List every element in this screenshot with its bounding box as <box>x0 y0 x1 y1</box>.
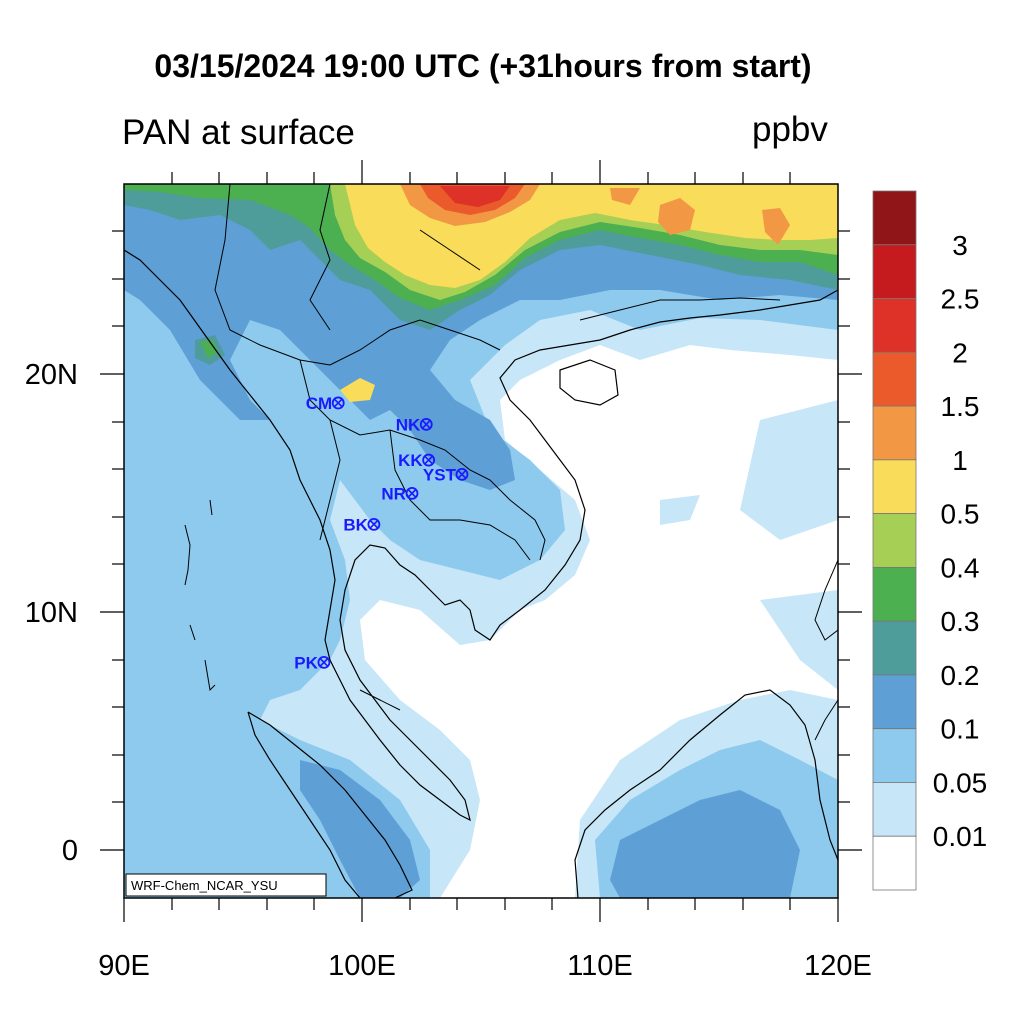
station-label: CM <box>306 394 332 413</box>
colorbar-label: 0.1 <box>941 714 980 745</box>
station-marker-icon <box>405 486 419 500</box>
station-marker-icon <box>455 467 469 481</box>
variable-subtitle: PAN at surface <box>122 113 355 152</box>
station-marker-icon <box>419 417 433 431</box>
station-label: NR <box>381 484 406 503</box>
station-marker-icon <box>317 655 331 669</box>
contour-1-east <box>610 188 790 245</box>
colorbar-label: 0.05 <box>933 767 988 798</box>
coastline-sumatra <box>247 711 413 898</box>
contour-0.1-sumatra <box>300 760 420 898</box>
x-tick-label: 100E <box>328 950 396 982</box>
credit-box: WRF-Chem_NCAR_YSU <box>125 873 327 897</box>
station-yst: YST <box>423 465 469 484</box>
contour-0.1-borneo <box>610 790 800 898</box>
station-label: PK <box>294 653 318 672</box>
x-tick-label: 110E <box>567 950 633 982</box>
contour-0.5-blob <box>340 378 375 402</box>
colorbar-swatch <box>872 620 917 676</box>
station-cross-icon <box>421 419 431 429</box>
y-tick-label: 20N <box>25 359 78 391</box>
station-label: YST <box>423 465 457 484</box>
station-cross-icon <box>457 469 467 479</box>
pan-field <box>124 184 838 898</box>
colorbar-swatch <box>872 244 917 299</box>
station-marker-icon <box>331 396 345 410</box>
coastline-mainland <box>124 249 838 822</box>
station-cross-icon <box>333 398 343 408</box>
coastline-hainan <box>559 359 619 406</box>
colorbar-label: 2 <box>952 337 968 368</box>
colorbar-label: 1.5 <box>941 391 980 422</box>
colorbar-label: 0.2 <box>941 660 980 691</box>
main-title: 03/15/2024 19:00 UTC (+31hours from star… <box>154 48 812 84</box>
colorbar-label: 2.5 <box>941 284 980 315</box>
y-tick-labels: 20N 10N 0 <box>25 359 78 867</box>
colorbar-swatch <box>872 566 917 622</box>
colorbar-swatch <box>872 674 917 730</box>
x-tick-labels: 90E 100E 110E 120E <box>98 950 872 982</box>
x-tick-label: 120E <box>804 950 872 982</box>
station-marker-icon <box>367 517 381 531</box>
credit-box-frame <box>125 873 327 897</box>
colorbar-label: 3 <box>952 230 968 261</box>
units-label: ppbv <box>752 110 828 149</box>
station-label: KK <box>398 451 423 470</box>
station-cm: CM <box>306 394 345 413</box>
border-peninsula <box>359 229 481 711</box>
station-cross-icon <box>407 488 417 498</box>
colorbar-label: 0.01 <box>933 821 988 852</box>
contour-0.01-sea-patches <box>660 400 838 690</box>
x-tick-label: 90E <box>98 950 150 982</box>
contour-2 <box>440 186 510 207</box>
colorbar-label: 1 <box>952 445 968 476</box>
station-cross-icon <box>369 519 379 529</box>
credit-text: WRF-Chem_NCAR_YSU <box>131 878 278 893</box>
colorbar-swatch <box>872 513 917 568</box>
station-nk: NK <box>396 415 433 434</box>
contour-0.3-blob <box>200 340 218 358</box>
colorbar-swatch <box>872 728 917 783</box>
axis-ticks <box>100 160 862 922</box>
national-borders <box>214 184 781 561</box>
colorbar-swatch <box>872 351 917 407</box>
station-label: BK <box>343 515 368 534</box>
colorbar-label: 0.4 <box>941 552 980 583</box>
station-cross-icon <box>319 657 329 667</box>
colorbar-label: 0.3 <box>941 606 980 637</box>
station-cross-icon <box>424 455 434 465</box>
islands-philippines <box>814 559 838 741</box>
colorbar-swatch <box>872 190 917 246</box>
colorbar-label: 0.5 <box>941 499 980 530</box>
station-label: NK <box>396 415 421 434</box>
colorbar-swatch <box>872 405 917 461</box>
station-nr: NR <box>381 484 419 503</box>
colorbar-swatch <box>872 782 917 837</box>
station-bk: BK <box>343 515 381 534</box>
plot-frame <box>123 183 839 899</box>
contour-0.1 <box>124 184 838 490</box>
colorbar-swatch <box>872 835 917 891</box>
contour-0.05 <box>124 184 838 898</box>
y-tick-label: 10N <box>25 597 78 629</box>
station-kk: KK <box>398 451 436 470</box>
coastline-borneo <box>574 689 838 898</box>
islands-andaman <box>184 499 216 692</box>
coastlines-borders <box>124 184 838 898</box>
y-tick-label: 0 <box>62 835 78 867</box>
colorbar-swatch <box>872 459 917 515</box>
station-pk: PK <box>294 653 331 672</box>
station-marker-icon <box>422 453 436 467</box>
colorbar-swatch <box>872 298 917 353</box>
colorbar: 3 2.5 2 1.5 1 0.5 0.4 0.3 0.2 0.1 0.05 0.01 <box>872 190 988 891</box>
